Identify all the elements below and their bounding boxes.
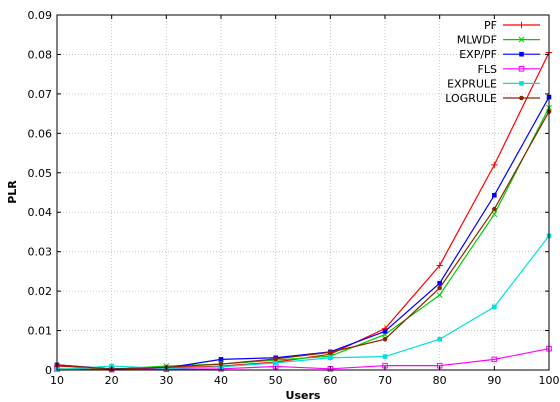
x-tick-label: 70 xyxy=(378,374,392,387)
data-point-mlwdf xyxy=(436,292,443,299)
series-layer xyxy=(53,49,553,373)
legend-item-fls: FLS xyxy=(478,63,540,76)
y-tick-label: 0.04 xyxy=(28,206,53,219)
data-point-exp-pf xyxy=(382,329,388,334)
legend-swatch-marker xyxy=(519,81,524,86)
series-line-fls xyxy=(56,348,550,371)
y-tick-label: 0.07 xyxy=(28,88,53,101)
legend-label: FLS xyxy=(478,63,497,76)
x-axis-title: Users xyxy=(286,389,321,402)
data-point-logrule xyxy=(492,206,497,212)
legend-label: EXPRULE xyxy=(447,77,497,90)
legend-swatch-marker xyxy=(518,36,525,43)
y-tick-label: 0.05 xyxy=(28,167,53,180)
legend-swatch-marker xyxy=(519,51,524,57)
plot-area-frame xyxy=(56,14,550,371)
x-tick-label: 60 xyxy=(323,374,337,387)
legend-swatch-marker xyxy=(518,66,525,72)
x-tick-label: 80 xyxy=(433,374,447,387)
y-tick-label: 0.09 xyxy=(28,9,53,22)
data-point-exp-pf xyxy=(492,192,497,198)
legend-item-exp-pf: EXP/PF xyxy=(459,48,540,61)
axis-ticks: 0 0.01 0.02 0.03 0.04 0.05 0.06 0.07 0.08 0.09 10 2… xyxy=(28,9,560,387)
y-tick-label: 0.08 xyxy=(28,48,53,61)
legend-item-exprule: EXPRULE xyxy=(447,77,540,90)
grid-lines xyxy=(57,15,549,370)
legend-label: PF xyxy=(484,19,497,32)
y-tick-label: 0.01 xyxy=(28,325,53,338)
data-point-logrule xyxy=(382,336,388,342)
data-point-pf xyxy=(491,161,498,169)
data-point-exp-pf xyxy=(437,280,442,286)
x-tick-label: 30 xyxy=(159,374,173,387)
data-point-logrule xyxy=(218,361,224,367)
legend-swatch-marker xyxy=(519,95,524,101)
series-line-exp-pf xyxy=(56,96,550,370)
x-tick-label: 90 xyxy=(487,374,501,387)
series-line-logrule xyxy=(56,111,550,370)
data-point-logrule xyxy=(328,349,333,355)
series-exprule xyxy=(54,233,552,372)
data-point-exprule xyxy=(492,304,497,310)
data-point-exprule xyxy=(273,360,278,366)
x-tick-label: 10 xyxy=(50,374,64,387)
y-axis-title: PLR xyxy=(6,180,19,204)
data-point-exprule xyxy=(437,336,442,342)
data-point-logrule xyxy=(273,356,278,362)
y-tick-label: 0.06 xyxy=(28,127,53,140)
data-point-exprule xyxy=(382,354,388,359)
y-tick-label: 0 xyxy=(45,364,52,377)
data-point-fls xyxy=(491,356,498,363)
series-mlwdf xyxy=(54,104,552,373)
x-tick-label: 40 xyxy=(214,374,228,387)
series-line-exprule xyxy=(56,235,550,371)
legend-item-mlwdf: MLWDF xyxy=(457,34,540,47)
x-tick-label: 20 xyxy=(105,374,119,387)
data-point-exprule xyxy=(328,355,333,361)
y-tick-label: 0.02 xyxy=(28,285,53,298)
series-line-mlwdf xyxy=(56,107,550,370)
legend-item-pf: PF xyxy=(484,19,540,32)
x-tick-label: 50 xyxy=(269,374,283,387)
data-point-pf xyxy=(436,262,443,269)
series-exp-pf xyxy=(54,94,552,372)
legend-label: EXP/PF xyxy=(459,48,497,61)
legend-label: LOGRULE xyxy=(445,92,497,105)
legend-item-logrule: LOGRULE xyxy=(445,92,540,105)
data-point-exp-pf xyxy=(218,357,224,362)
legend-swatch-marker xyxy=(518,21,525,29)
y-tick-label: 0.03 xyxy=(28,246,53,259)
data-point-logrule xyxy=(437,285,442,291)
legend-label: MLWDF xyxy=(457,34,497,47)
x-tick-label: 100 xyxy=(539,374,560,387)
